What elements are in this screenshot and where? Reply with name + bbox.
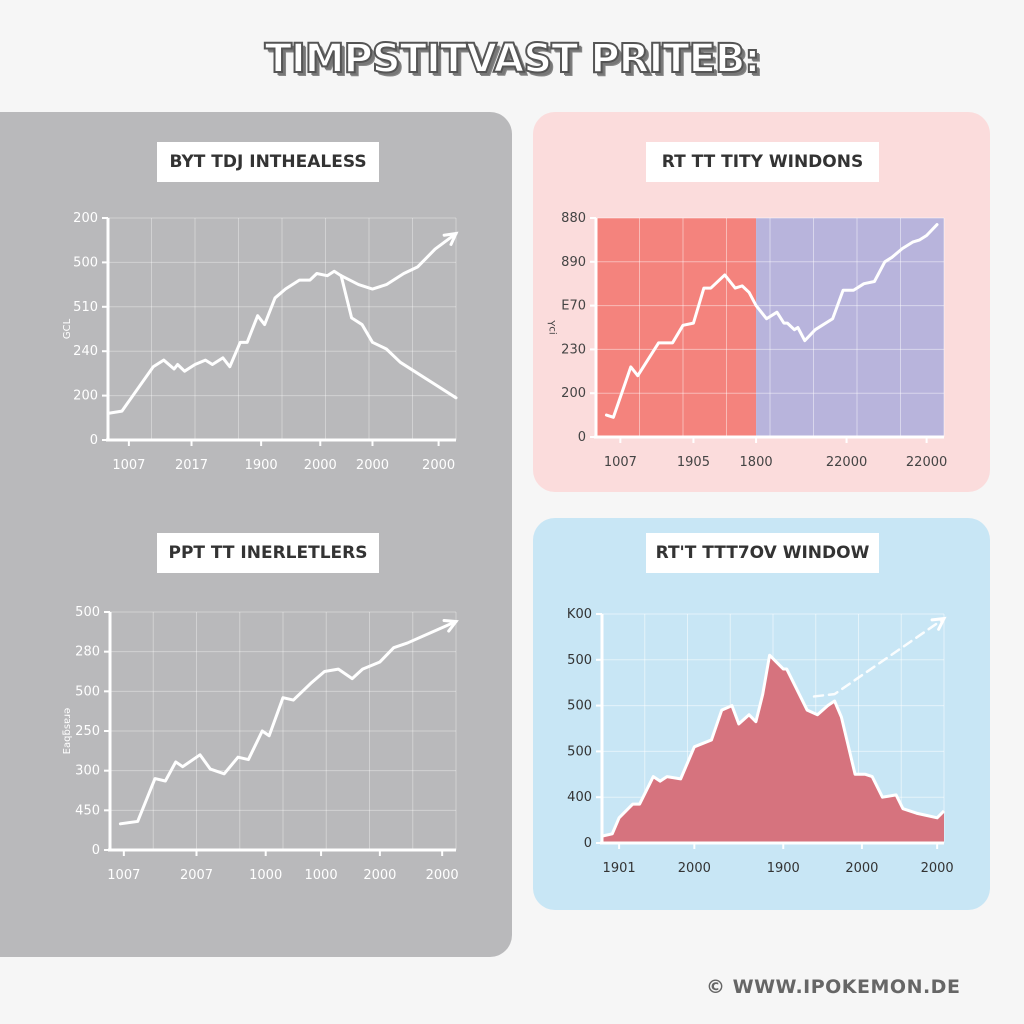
footer-copyright: © WWW.IPOKEMON.DE	[706, 976, 961, 998]
line-series	[339, 274, 458, 400]
y-tick-label: 230	[561, 342, 586, 357]
y-axis-label: ᴉɔ⅄	[547, 319, 558, 334]
x-tick-label: 2000	[921, 861, 954, 876]
line-series	[604, 223, 939, 419]
y-tick-label: 0	[584, 836, 592, 851]
x-tick-label: 1000	[305, 868, 338, 883]
x-tick-label: 2000	[426, 868, 459, 883]
x-tick-label: 2000	[363, 868, 396, 883]
y-tick-label: 890	[561, 255, 586, 270]
y-tick-label: 510	[73, 300, 98, 315]
x-tick-label: 2000	[678, 861, 711, 876]
y-tick-label: 200	[73, 211, 98, 226]
y-tick-label: 200	[73, 389, 98, 404]
y-tick-label: 0	[90, 433, 98, 448]
y-tick-label: 250	[75, 724, 100, 739]
x-tick-label: 1900	[245, 458, 278, 473]
page-title: TIMPSTITVAST PRITEB:	[264, 35, 762, 83]
x-tick-label: 1007	[107, 868, 140, 883]
x-tick-label: 2000	[845, 861, 878, 876]
y-axis-label: Eaqƃsɐɹǝ	[62, 708, 73, 755]
arrow-head-icon	[930, 616, 947, 631]
y-tick-label: 500	[567, 699, 592, 714]
y-tick-label: 500	[75, 684, 100, 699]
y-tick-label: 880	[561, 211, 586, 226]
y-tick-label: 280	[75, 645, 100, 660]
x-tick-label: 2000	[304, 458, 337, 473]
x-tick-label: 2000	[422, 458, 455, 473]
line-series	[339, 232, 458, 291]
x-tick-label: 22000	[906, 455, 947, 470]
chart-top-left: 0 200 240 510 500 200 1007 2017 1900 2000 2000 2000…	[62, 211, 459, 473]
x-tick-label: 2017	[175, 458, 208, 473]
y-tick-label: 0	[578, 430, 586, 445]
y-tick-label: 240	[73, 344, 98, 359]
chart-top-right: 0 200 230 E70 890 880 1007 1905 1800 22000 22000 ᴉɔ…	[547, 211, 947, 470]
x-tick-label: 2000	[356, 458, 389, 473]
x-tick-label: 1007	[112, 458, 145, 473]
arrow-head-icon	[442, 231, 459, 246]
y-tick-label: 400	[567, 790, 592, 805]
chart-title-bottom-right: RT'T TTT7OV WINDOW	[646, 533, 879, 573]
x-tick-label: 1900	[767, 861, 800, 876]
chart-bottom-left: 0 450 300 250 500 280 500 1007 2007 1000 1000 2000 2…	[62, 605, 459, 883]
area-series	[602, 655, 944, 843]
background-region	[756, 218, 944, 437]
y-tick-label: 500	[567, 653, 592, 668]
x-tick-label: 1800	[740, 455, 773, 470]
area-outline	[601, 653, 946, 838]
chart-title-top-right: RT TT TITY WINDONS	[646, 142, 879, 182]
background-region	[596, 218, 757, 437]
x-tick-label: 1901	[603, 861, 636, 876]
chart-title-bottom-left: PPT TT INERLETLERS	[157, 533, 379, 573]
x-tick-label: 22000	[826, 455, 867, 470]
x-tick-label: 1905	[677, 455, 710, 470]
y-tick-label: 200	[561, 386, 586, 401]
chart-bottom-right: 0 400 500 500 500 K00 1901 2000 1900 2000 2000	[567, 607, 954, 876]
chart-title-top-left: BYT TDJ INTHEALESS	[157, 142, 379, 182]
y-tick-label: 500	[75, 605, 100, 620]
y-tick-label: 500	[73, 255, 98, 270]
line-series	[118, 620, 458, 826]
y-tick-label: 0	[92, 843, 100, 858]
line-series	[812, 617, 946, 698]
y-tick-label: 450	[75, 803, 100, 818]
y-tick-label: 500	[567, 744, 592, 759]
y-axis-label: GCL	[62, 318, 73, 339]
y-tick-label: E70	[561, 299, 586, 314]
y-tick-label: 300	[75, 764, 100, 779]
y-tick-label: K00	[567, 607, 592, 622]
x-tick-label: 2007	[180, 868, 213, 883]
x-tick-label: 1000	[249, 868, 282, 883]
arrow-head-icon	[442, 619, 459, 633]
line-series	[106, 269, 343, 415]
x-tick-label: 1007	[604, 455, 637, 470]
